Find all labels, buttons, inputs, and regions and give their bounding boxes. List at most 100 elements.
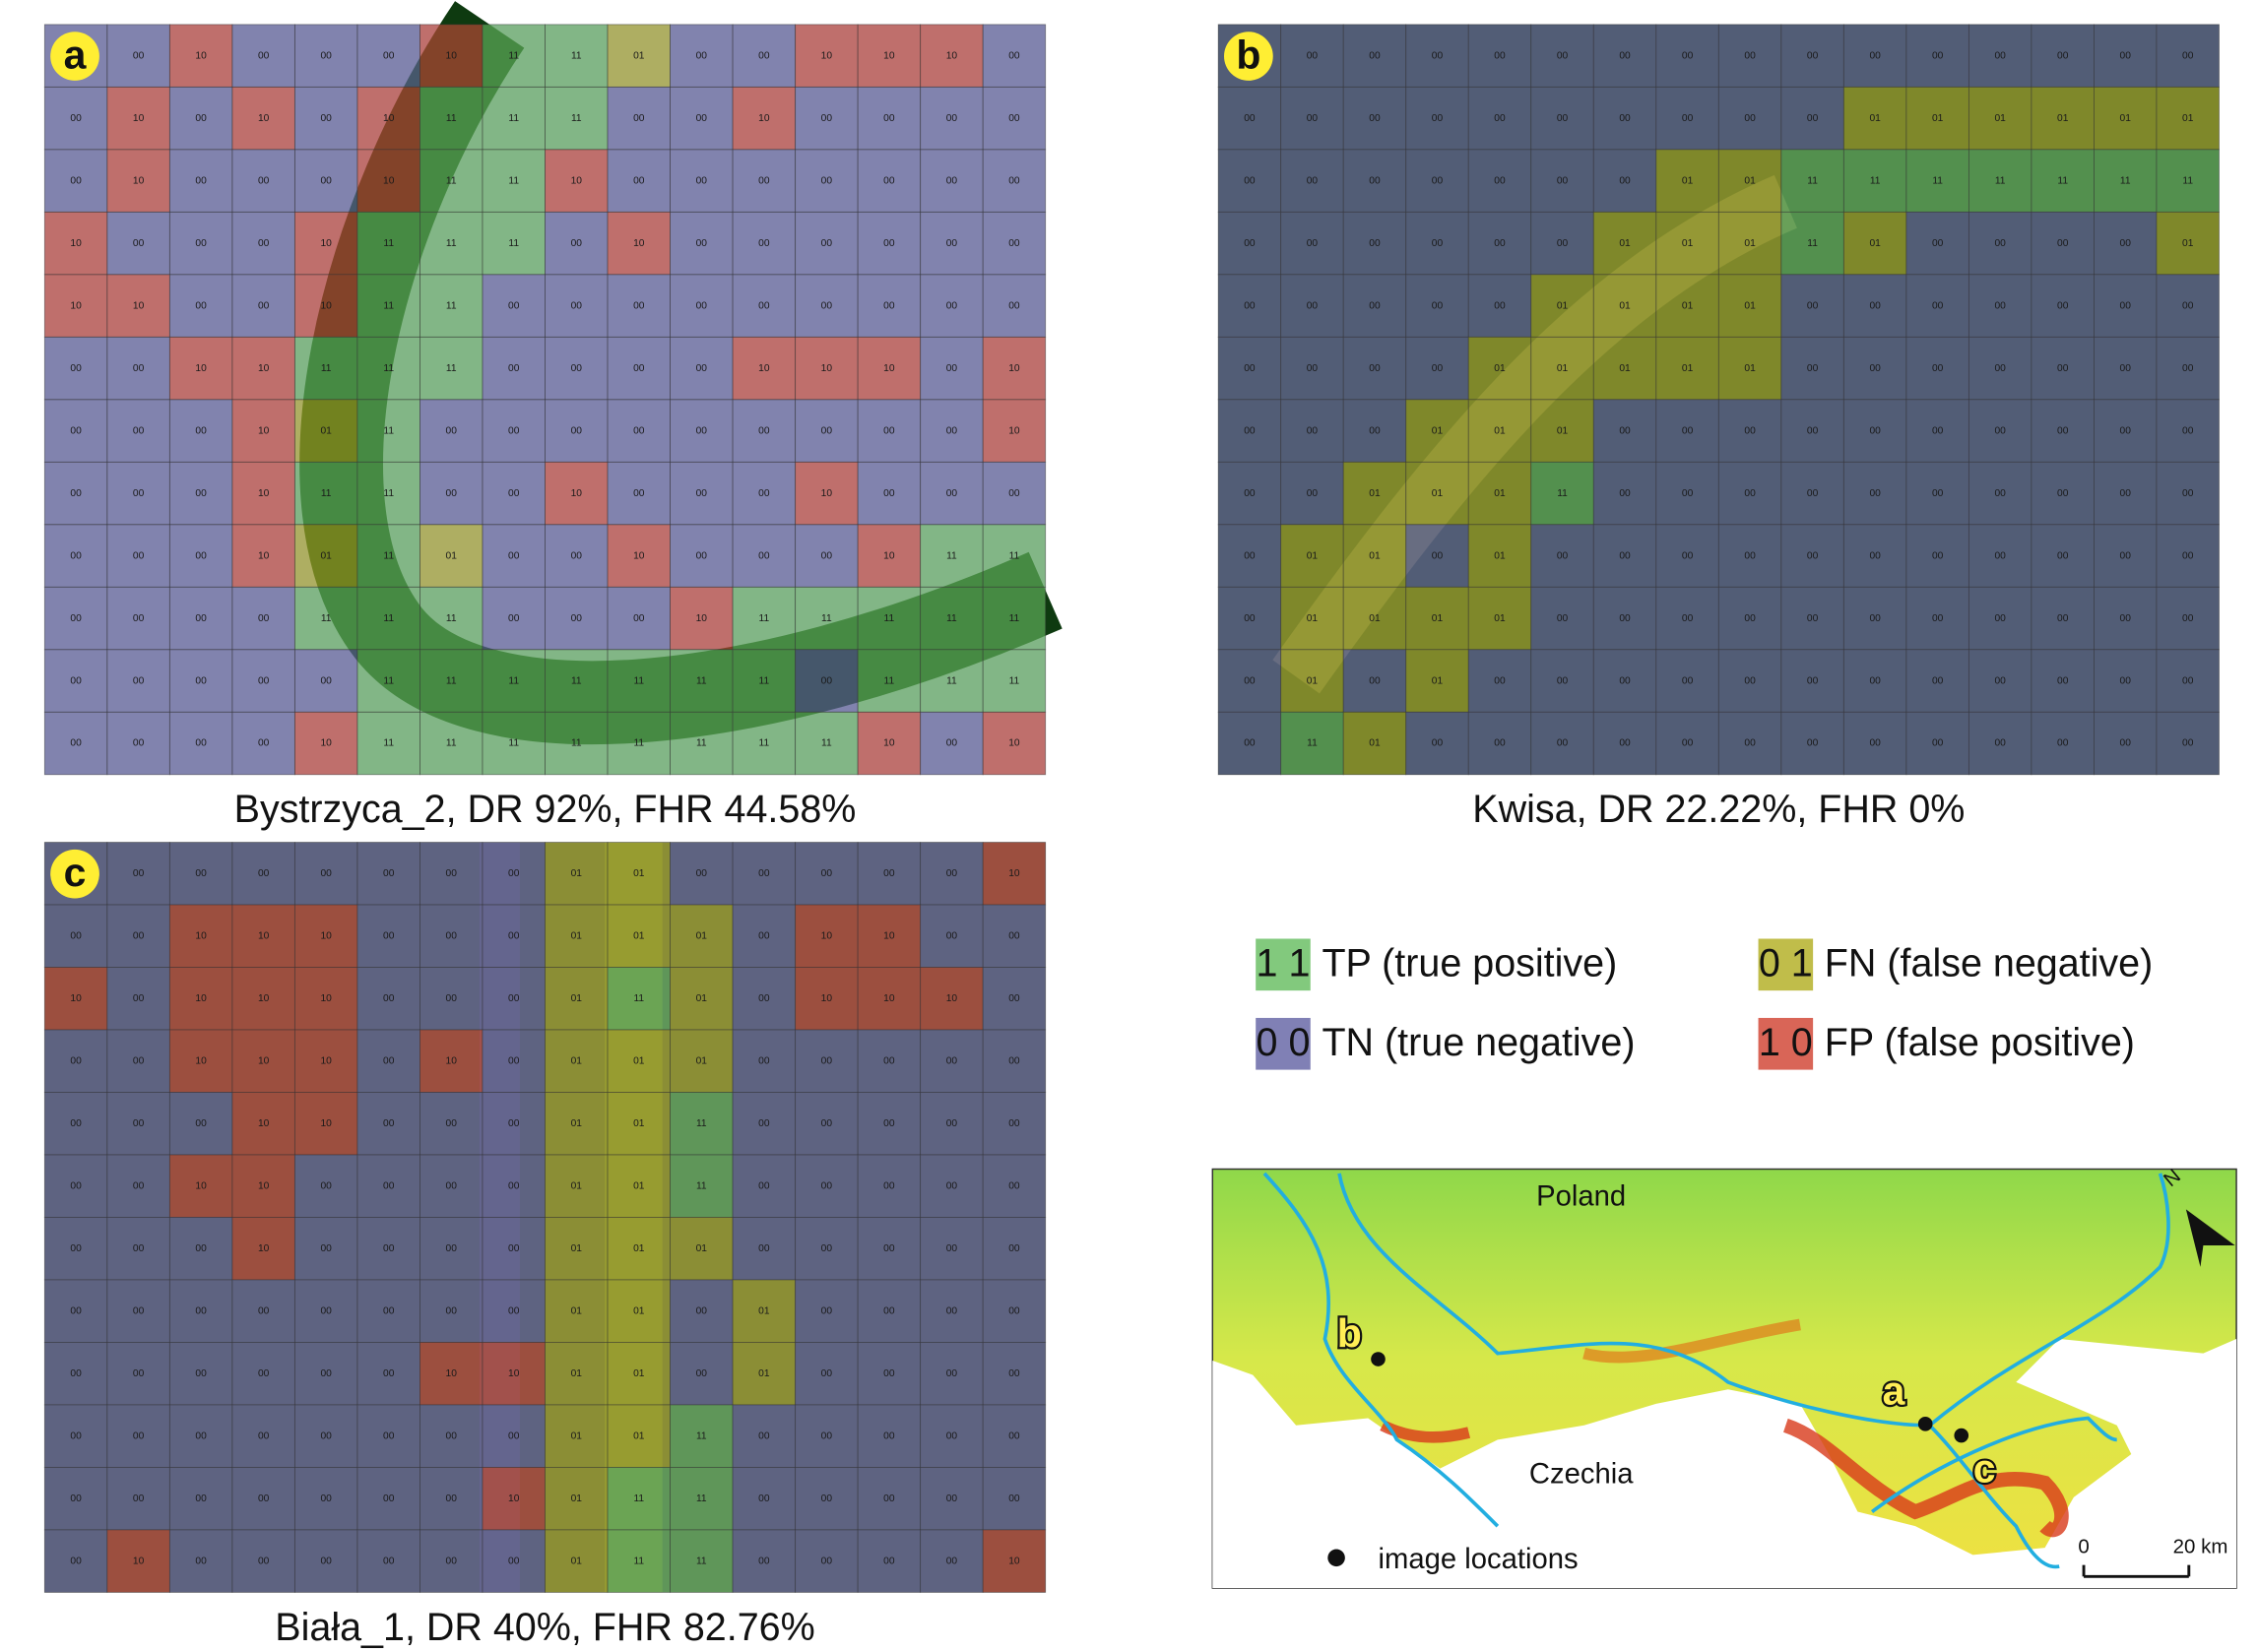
grid-cell — [231, 1404, 295, 1468]
grid-cell — [795, 586, 859, 651]
cell-code: 01 — [571, 1556, 583, 1566]
cell-code: 11 — [759, 613, 770, 624]
cell-code: 00 — [1744, 550, 1756, 561]
cell-code: 00 — [2120, 550, 2132, 561]
grid-cell — [106, 649, 170, 713]
cell-code: 01 — [571, 1055, 583, 1066]
grid-cell — [732, 1404, 797, 1468]
cell-code: 00 — [1807, 613, 1819, 624]
cell-code: 00 — [821, 300, 833, 311]
grid-cell — [419, 1154, 484, 1218]
cell-code: 00 — [946, 868, 958, 879]
grid-cell — [545, 1217, 609, 1281]
legend-code: 0 1 — [1759, 942, 1813, 985]
grid-cell — [1280, 711, 1344, 776]
grid-cell — [920, 211, 984, 276]
cell-code: 00 — [1432, 113, 1444, 124]
grid-cell — [982, 86, 1047, 151]
grid-cell — [231, 274, 295, 338]
grid-cell — [982, 524, 1047, 588]
cell-code: 00 — [446, 1305, 458, 1316]
grid-cell — [106, 149, 170, 213]
cell-code: 11 — [633, 1556, 644, 1566]
cell-code: 10 — [258, 425, 270, 436]
cell-code: 01 — [1995, 113, 2007, 124]
grid-cell — [231, 24, 295, 88]
grid-cell — [231, 649, 295, 713]
grid-cell — [1905, 399, 1969, 463]
cell-code: 01 — [1682, 238, 1694, 249]
legend-swatch — [1256, 938, 1311, 991]
grid-cell — [982, 461, 1047, 526]
panel-badge — [50, 32, 99, 81]
grid-cell — [293, 1279, 358, 1343]
cell-code: 00 — [1869, 50, 1881, 61]
grid-cell — [1405, 149, 1469, 213]
cell-code: 00 — [1932, 675, 1944, 686]
grid-cell — [231, 1092, 295, 1156]
grid-cell — [607, 842, 671, 906]
grid-cell — [43, 1092, 108, 1156]
grid-cell — [732, 967, 797, 1031]
cell-code: 01 — [446, 550, 458, 561]
cell-code: 01 — [571, 1243, 583, 1254]
grid-cell — [293, 1466, 358, 1531]
grid-cell — [231, 1029, 295, 1093]
grid-cell — [795, 399, 859, 463]
cell-code: 00 — [1307, 488, 1319, 499]
grid-cell — [857, 1342, 922, 1406]
grid-cell — [670, 1029, 734, 1093]
grid-cell — [482, 711, 546, 776]
cell-code: 00 — [821, 1556, 833, 1566]
grid-cell — [1280, 649, 1344, 713]
cell-code: 00 — [1744, 613, 1756, 624]
grid-cell — [168, 1466, 233, 1531]
cell-code: 10 — [70, 300, 82, 311]
cell-code: 00 — [1008, 1430, 1020, 1441]
cell-code: 00 — [1557, 113, 1569, 124]
cell-code: 00 — [258, 175, 270, 186]
site-dot — [1954, 1428, 1969, 1443]
grid-cell — [2031, 149, 2095, 213]
cell-code: 10 — [320, 930, 332, 941]
cell-code: 00 — [195, 1118, 207, 1129]
grid-cell — [43, 586, 108, 651]
cell-code: 11 — [696, 675, 707, 686]
cell-code: 01 — [1494, 425, 1506, 436]
cell-code: 00 — [1682, 425, 1694, 436]
cell-code: 00 — [2120, 675, 2132, 686]
cell-code: 10 — [821, 50, 833, 61]
cell-code: 00 — [883, 1430, 895, 1441]
grid-cell — [857, 586, 922, 651]
grid-cell — [2031, 24, 2095, 88]
cell-code: 00 — [821, 1368, 833, 1379]
grid-cell — [1467, 211, 1532, 276]
legend-code: 0 0 — [1257, 1021, 1311, 1064]
cell-code: 01 — [1307, 550, 1319, 561]
grid-cell — [607, 967, 671, 1031]
cell-code: 00 — [2057, 300, 2069, 311]
grid-cell — [168, 86, 233, 151]
grid-cell — [1530, 336, 1594, 401]
legend-label: FN (false negative) — [1825, 942, 2153, 985]
grid-cell — [1717, 24, 1782, 88]
cell-code: 01 — [758, 1305, 770, 1316]
grid-cell — [982, 1529, 1047, 1593]
cell-code: 00 — [2120, 363, 2132, 374]
cell-code: 10 — [1008, 738, 1020, 749]
cell-code: 00 — [946, 113, 958, 124]
cell-code: 00 — [1369, 675, 1381, 686]
grid-cell — [545, 1279, 609, 1343]
grid-cell — [1280, 524, 1344, 588]
grid-cell — [1280, 586, 1344, 651]
cell-code: 01 — [571, 993, 583, 1004]
cell-code: 00 — [133, 1368, 145, 1379]
cell-code: 01 — [633, 1368, 645, 1379]
cell-code: 11 — [1807, 175, 1818, 186]
grid-cell — [1342, 149, 1407, 213]
grid-cell — [670, 1342, 734, 1406]
cell-code: 11 — [696, 1430, 707, 1441]
cell-code: 00 — [821, 550, 833, 561]
grid-cell — [1217, 711, 1282, 776]
